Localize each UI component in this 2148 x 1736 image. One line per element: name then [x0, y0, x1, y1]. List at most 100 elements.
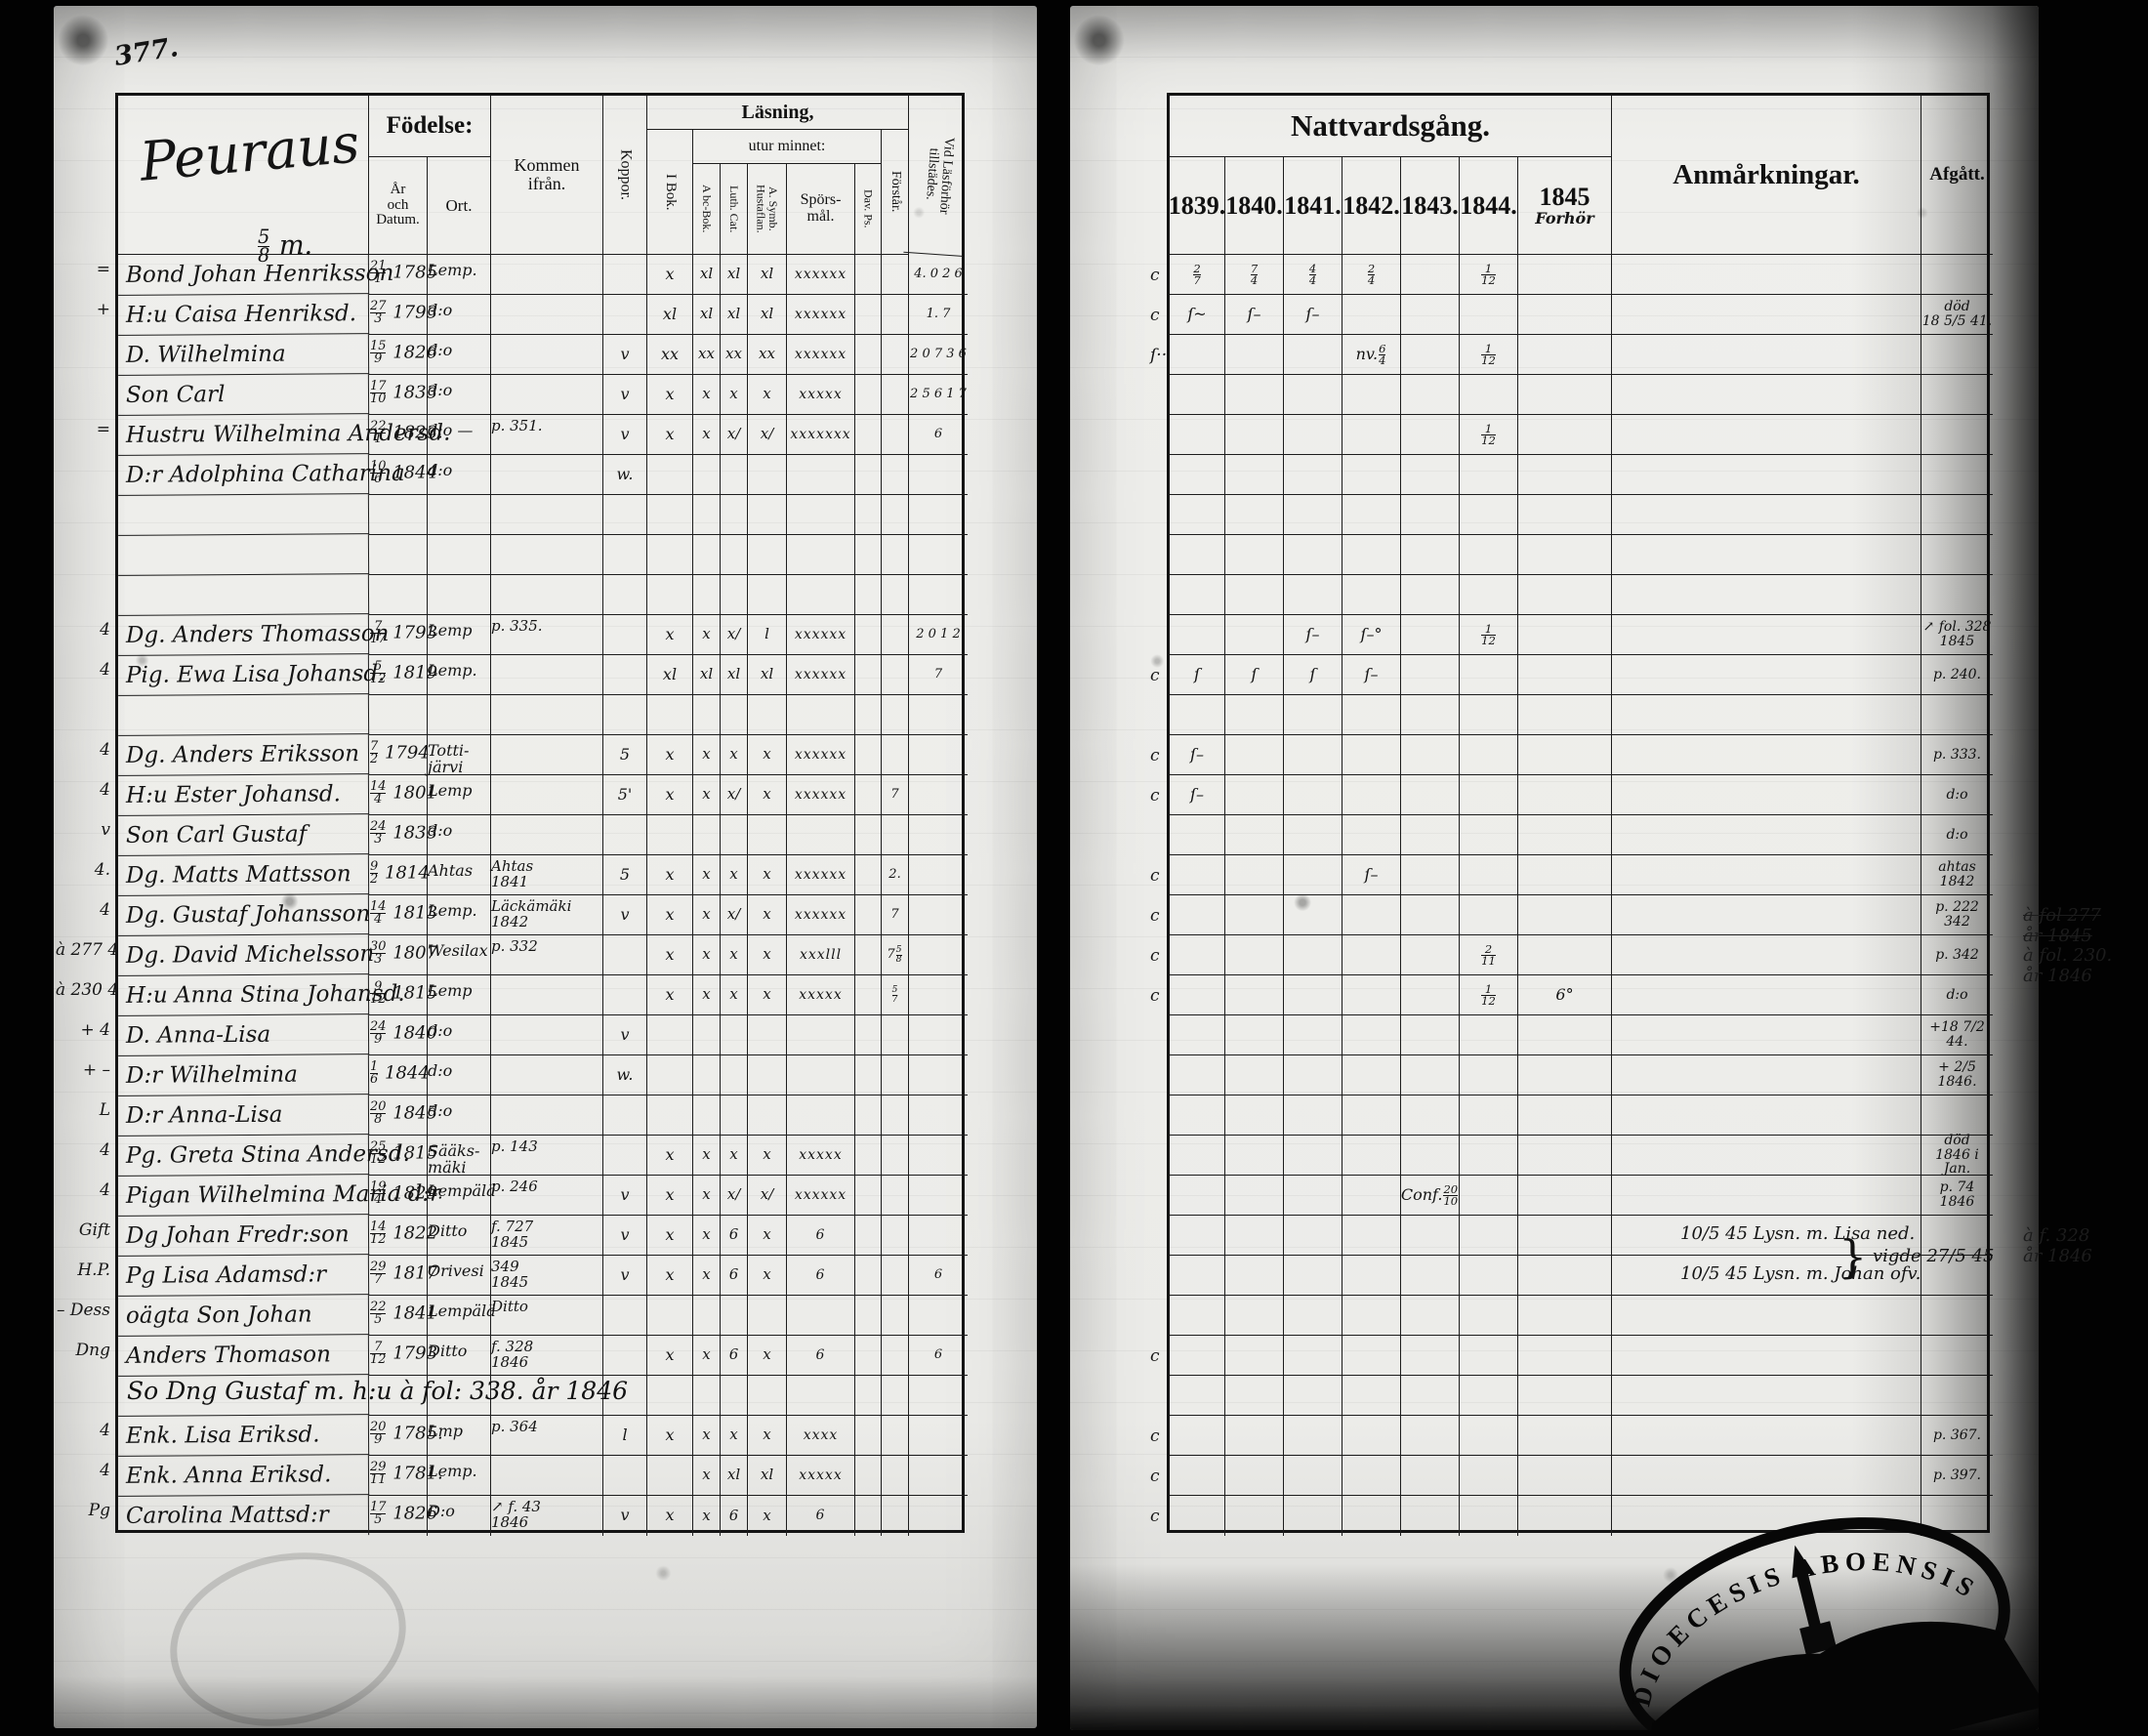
row-16-margin-mark: 4 — [100, 900, 110, 920]
row-8-year-1844 — [1460, 575, 1518, 615]
row-23-sporsmal: xxxxxx — [787, 1176, 855, 1216]
row-4-year-1844: 1 12 — [1460, 415, 1518, 455]
row-14-year-1840 — [1225, 815, 1284, 855]
row-4-symb-hustaflan: x/ — [748, 415, 787, 455]
row-14-name: Son Carl Gustaf — [117, 814, 370, 856]
row-6-dav-ps — [855, 495, 882, 535]
col-header-kommen-ifran: Kommen ifrån. — [491, 96, 603, 255]
row-13-sporsmal: xxxxxx — [787, 775, 855, 815]
row-14-kommen-ifran — [491, 815, 603, 855]
row-2-vid-lasforhor: 2 0 7 3 6 — [909, 335, 968, 375]
row-13-i-bok: x — [647, 775, 693, 815]
row-18-abc-bok: x — [693, 975, 721, 1015]
row-9-koppor — [603, 615, 647, 655]
row-29-margin-mark: 4 — [100, 1421, 110, 1440]
row-2-year-1844: 1 12 — [1460, 335, 1518, 375]
row-27-koppor — [603, 1336, 647, 1376]
row-23-year-1842 — [1342, 1176, 1401, 1216]
row-28-symb-hustaflan — [748, 1376, 787, 1416]
row-0-year-1843 — [1401, 255, 1460, 295]
row-27-year-1843 — [1401, 1336, 1460, 1376]
row-2-year-1840 — [1225, 335, 1284, 375]
row-6-luth-cat — [721, 495, 748, 535]
row-3-i-bok: x — [647, 375, 693, 415]
row-15-kommen-ifran: Ahtas 1841 — [491, 855, 603, 895]
row-30-year-1841 — [1284, 1456, 1342, 1496]
row-28-year-1841 — [1284, 1376, 1342, 1416]
row-20-dav-ps — [855, 1055, 882, 1095]
row-11-symb-hustaflan — [748, 695, 787, 735]
row-21-year-1843 — [1401, 1095, 1460, 1136]
row-29-year-1845 — [1518, 1416, 1612, 1456]
row-13-birth-date: 14 4 1801 — [369, 775, 437, 815]
row-20-sporsmal — [787, 1055, 855, 1095]
row-9-margin-mark: 4 — [100, 620, 110, 640]
row-10-i-bok: xl — [647, 655, 693, 695]
row-21-year-1839 — [1170, 1095, 1225, 1136]
row-22-i-bok: x — [647, 1136, 693, 1176]
row-23-name: Pigan Wilhelmina Maria d:r — [117, 1175, 440, 1217]
row-18-year-1843 — [1401, 975, 1460, 1015]
col-header-forstar: Förstår. — [882, 130, 909, 255]
row-26-anmarkning — [1612, 1296, 1921, 1336]
row-27-anmarkning — [1612, 1336, 1921, 1376]
row-13-afgatt: d:o — [1921, 775, 1993, 815]
row-6-year-1839 — [1170, 495, 1225, 535]
row-25-abc-bok: x — [693, 1256, 721, 1296]
row-26-kommen-ifran: Ditto — [491, 1296, 603, 1336]
row-3-year-1843 — [1401, 375, 1460, 415]
row-0-margin-mark: = — [96, 260, 110, 279]
row-0-abc-bok: xl — [693, 255, 721, 295]
row-26-year-1845 — [1518, 1296, 1612, 1336]
row-25-year-1843 — [1401, 1256, 1460, 1296]
row-17-year-1840 — [1225, 935, 1284, 975]
row-12-name: Dg. Anders Eriksson — [117, 734, 370, 776]
row-22-year-1844 — [1460, 1136, 1518, 1176]
row-6-anmarkning — [1612, 495, 1921, 535]
row-14-afgatt: d:o — [1921, 815, 1993, 855]
row-28-dav-ps — [855, 1376, 882, 1416]
row-29-communion-mark: c — [1150, 1426, 1160, 1446]
row-22-luth-cat: x — [721, 1136, 748, 1176]
row-19-year-1845 — [1518, 1015, 1612, 1055]
row-13-year-1843 — [1401, 775, 1460, 815]
row-2-anmarkning — [1612, 335, 1921, 375]
row-17-name: Dg. David Michelsson — [117, 934, 374, 976]
row-31-birth-date: 17 5 1826 — [369, 1496, 437, 1536]
row-31-dav-ps — [855, 1496, 882, 1536]
row-12-sporsmal: xxxxxx — [787, 735, 855, 775]
row-8-birth-date — [369, 575, 428, 615]
row-20-afgatt: + 2/5 1846. — [1921, 1055, 1993, 1095]
row-24-luth-cat: 6 — [721, 1216, 748, 1256]
row-28-luth-cat — [721, 1376, 748, 1416]
row-10-year-1844 — [1460, 655, 1518, 695]
row-13-luth-cat: x/ — [721, 775, 748, 815]
row-14-koppor — [603, 815, 647, 855]
row-26-year-1843 — [1401, 1296, 1460, 1336]
row-10-year-1842: ſ– — [1342, 655, 1401, 695]
row-26-luth-cat — [721, 1296, 748, 1336]
row-9-i-bok: x — [647, 615, 693, 655]
row-28-year-1840 — [1225, 1376, 1284, 1416]
row-22-afgatt: död 1846 i Jan. — [1921, 1134, 1993, 1177]
row-30-abc-bok: x — [693, 1456, 721, 1496]
row-21-luth-cat — [721, 1095, 748, 1136]
row-20-year-1843 — [1401, 1055, 1460, 1095]
row-6-year-1841 — [1284, 495, 1342, 535]
row-25-kommen-ifran: 349 1845 — [491, 1256, 603, 1296]
row-12-vid-lasforhor — [909, 735, 968, 775]
row-20-name: D:r Wilhelmina — [117, 1054, 370, 1096]
row-20-year-1839 — [1170, 1055, 1225, 1095]
row-6-kommen-ifran — [491, 495, 603, 535]
row-26-name: oägta Son Johan — [117, 1295, 370, 1337]
row-13-kommen-ifran — [491, 775, 603, 815]
row-14-anmarkning — [1612, 815, 1921, 855]
row-12-symb-hustaflan: x — [748, 735, 787, 775]
row-11-birth-date — [369, 695, 428, 735]
row-15-communion-mark: c — [1150, 866, 1160, 886]
row-1-year-1844 — [1460, 295, 1518, 335]
col-header-lasning: Läsning, — [647, 96, 909, 130]
row-1-afgatt: död 18 5/5 41. — [1921, 295, 1993, 335]
row-10-birth-date: 5 12 1819 — [369, 655, 437, 695]
row-4-koppor: v — [603, 415, 647, 455]
